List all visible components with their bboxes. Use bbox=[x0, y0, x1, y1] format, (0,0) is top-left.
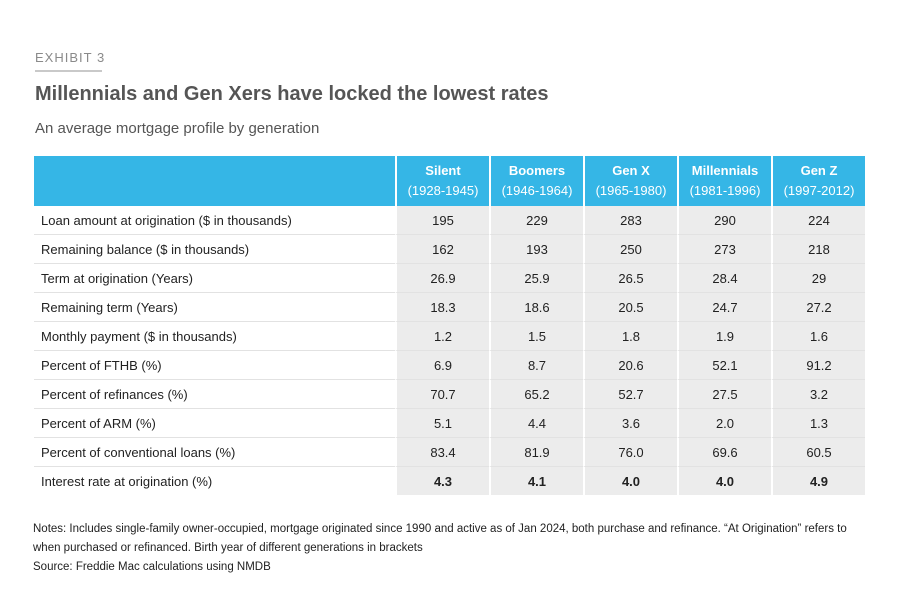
table-cell: 18.6 bbox=[489, 293, 583, 322]
table-header-row: Silent (1928-1945) Boomers (1946-1964) G… bbox=[34, 156, 865, 206]
row-label: Loan amount at origination ($ in thousan… bbox=[34, 206, 395, 235]
table-cell: 70.7 bbox=[395, 380, 489, 409]
table-cell: 283 bbox=[583, 206, 677, 235]
column-name: Millennials bbox=[691, 163, 759, 178]
column-years: (1928-1945) bbox=[407, 183, 479, 198]
table-row: Percent of ARM (%) 5.1 4.4 3.6 2.0 1.3 bbox=[34, 409, 865, 438]
table-cell: 290 bbox=[677, 206, 771, 235]
table-cell: 218 bbox=[771, 235, 865, 264]
row-label: Monthly payment ($ in thousands) bbox=[34, 322, 395, 351]
row-label: Term at origination (Years) bbox=[34, 264, 395, 293]
table-cell: 1.2 bbox=[395, 322, 489, 351]
column-header-gen-z: Gen Z (1997-2012) bbox=[771, 156, 865, 206]
column-header-boomers: Boomers (1946-1964) bbox=[489, 156, 583, 206]
table-row: Interest rate at origination (%) 4.3 4.1… bbox=[34, 467, 865, 495]
table-cell: 1.5 bbox=[489, 322, 583, 351]
table-cell: 1.6 bbox=[771, 322, 865, 351]
exhibit-divider bbox=[35, 70, 102, 72]
table-cell: 4.0 bbox=[677, 467, 771, 495]
column-header-millennials: Millennials (1981-1996) bbox=[677, 156, 771, 206]
table-cell: 76.0 bbox=[583, 438, 677, 467]
table-cell: 26.5 bbox=[583, 264, 677, 293]
table-cell: 4.3 bbox=[395, 467, 489, 495]
column-header-gen-x: Gen X (1965-1980) bbox=[583, 156, 677, 206]
table-cell: 18.3 bbox=[395, 293, 489, 322]
table-cell: 81.9 bbox=[489, 438, 583, 467]
row-label: Remaining term (Years) bbox=[34, 293, 395, 322]
table-cell: 4.0 bbox=[583, 467, 677, 495]
table-cell: 1.8 bbox=[583, 322, 677, 351]
table-row: Percent of conventional loans (%) 83.4 8… bbox=[34, 438, 865, 467]
table-cell: 162 bbox=[395, 235, 489, 264]
column-name: Boomers bbox=[508, 163, 566, 178]
page-title: Millennials and Gen Xers have locked the… bbox=[35, 83, 549, 105]
table-row: Remaining term (Years) 18.3 18.6 20.5 24… bbox=[34, 293, 865, 322]
table-cell: 24.7 bbox=[677, 293, 771, 322]
row-label: Percent of refinances (%) bbox=[34, 380, 395, 409]
table-cell: 91.2 bbox=[771, 351, 865, 380]
table-cell: 60.5 bbox=[771, 438, 865, 467]
table-cell: 28.4 bbox=[677, 264, 771, 293]
table-cell: 195 bbox=[395, 206, 489, 235]
table-cell: 29 bbox=[771, 264, 865, 293]
table-cell: 52.1 bbox=[677, 351, 771, 380]
row-label: Percent of ARM (%) bbox=[34, 409, 395, 438]
table-cell: 250 bbox=[583, 235, 677, 264]
exhibit-label: EXHIBIT 3 bbox=[35, 50, 106, 65]
row-label: Interest rate at origination (%) bbox=[41, 473, 213, 489]
table-cell: 25.9 bbox=[489, 264, 583, 293]
table-row: Percent of refinances (%) 70.7 65.2 52.7… bbox=[34, 380, 865, 409]
row-label: Percent of conventional loans (%) bbox=[34, 438, 395, 467]
table-cell: 3.6 bbox=[583, 409, 677, 438]
table-cell: 27.2 bbox=[771, 293, 865, 322]
table-cell: 4.1 bbox=[489, 467, 583, 495]
table-cell: 2.0 bbox=[677, 409, 771, 438]
table-cell: 1.3 bbox=[771, 409, 865, 438]
column-header-silent: Silent (1928-1945) bbox=[395, 156, 489, 206]
table-cell: 27.5 bbox=[677, 380, 771, 409]
table-row: Remaining balance ($ in thousands) 162 1… bbox=[34, 235, 865, 264]
table-cell: 52.7 bbox=[583, 380, 677, 409]
table-cell: 26.9 bbox=[395, 264, 489, 293]
column-name: Gen X bbox=[612, 163, 650, 178]
table-cell: 273 bbox=[677, 235, 771, 264]
table-cell: 1.9 bbox=[677, 322, 771, 351]
mortgage-profile-table: Silent (1928-1945) Boomers (1946-1964) G… bbox=[34, 156, 865, 495]
row-label: Remaining balance ($ in thousands) bbox=[34, 235, 395, 264]
column-years: (1965-1980) bbox=[595, 183, 667, 198]
page-subtitle: An average mortgage profile by generatio… bbox=[35, 120, 320, 137]
table-cell: 4.9 bbox=[771, 467, 865, 495]
source-text: Source: Freddie Mac calculations using N… bbox=[33, 561, 271, 573]
table-row: Percent of FTHB (%) 6.9 8.7 20.6 52.1 91… bbox=[34, 351, 865, 380]
table-cell: 65.2 bbox=[489, 380, 583, 409]
row-label: Percent of FTHB (%) bbox=[34, 351, 395, 380]
table-cell: 193 bbox=[489, 235, 583, 264]
header-label-cell bbox=[34, 156, 395, 206]
table-cell: 20.5 bbox=[583, 293, 677, 322]
column-name: Silent bbox=[425, 163, 461, 178]
table-cell: 224 bbox=[771, 206, 865, 235]
table-cell: 4.4 bbox=[489, 409, 583, 438]
notes-text: Notes: Includes single-family owner-occu… bbox=[33, 523, 847, 554]
table-cell: 5.1 bbox=[395, 409, 489, 438]
table-cell: 20.6 bbox=[583, 351, 677, 380]
table-row: Term at origination (Years) 26.9 25.9 26… bbox=[34, 264, 865, 293]
table-cell: 69.6 bbox=[677, 438, 771, 467]
table-row: Loan amount at origination ($ in thousan… bbox=[34, 206, 865, 235]
table-cell: 6.9 bbox=[395, 351, 489, 380]
table-row: Monthly payment ($ in thousands) 1.2 1.5… bbox=[34, 322, 865, 351]
column-years: (1997-2012) bbox=[783, 183, 855, 198]
column-years: (1981-1996) bbox=[689, 183, 761, 198]
column-years: (1946-1964) bbox=[501, 183, 573, 198]
table-cell: 8.7 bbox=[489, 351, 583, 380]
column-name: Gen Z bbox=[800, 163, 838, 178]
table-cell: 229 bbox=[489, 206, 583, 235]
table-cell: 83.4 bbox=[395, 438, 489, 467]
table-cell: 3.2 bbox=[771, 380, 865, 409]
